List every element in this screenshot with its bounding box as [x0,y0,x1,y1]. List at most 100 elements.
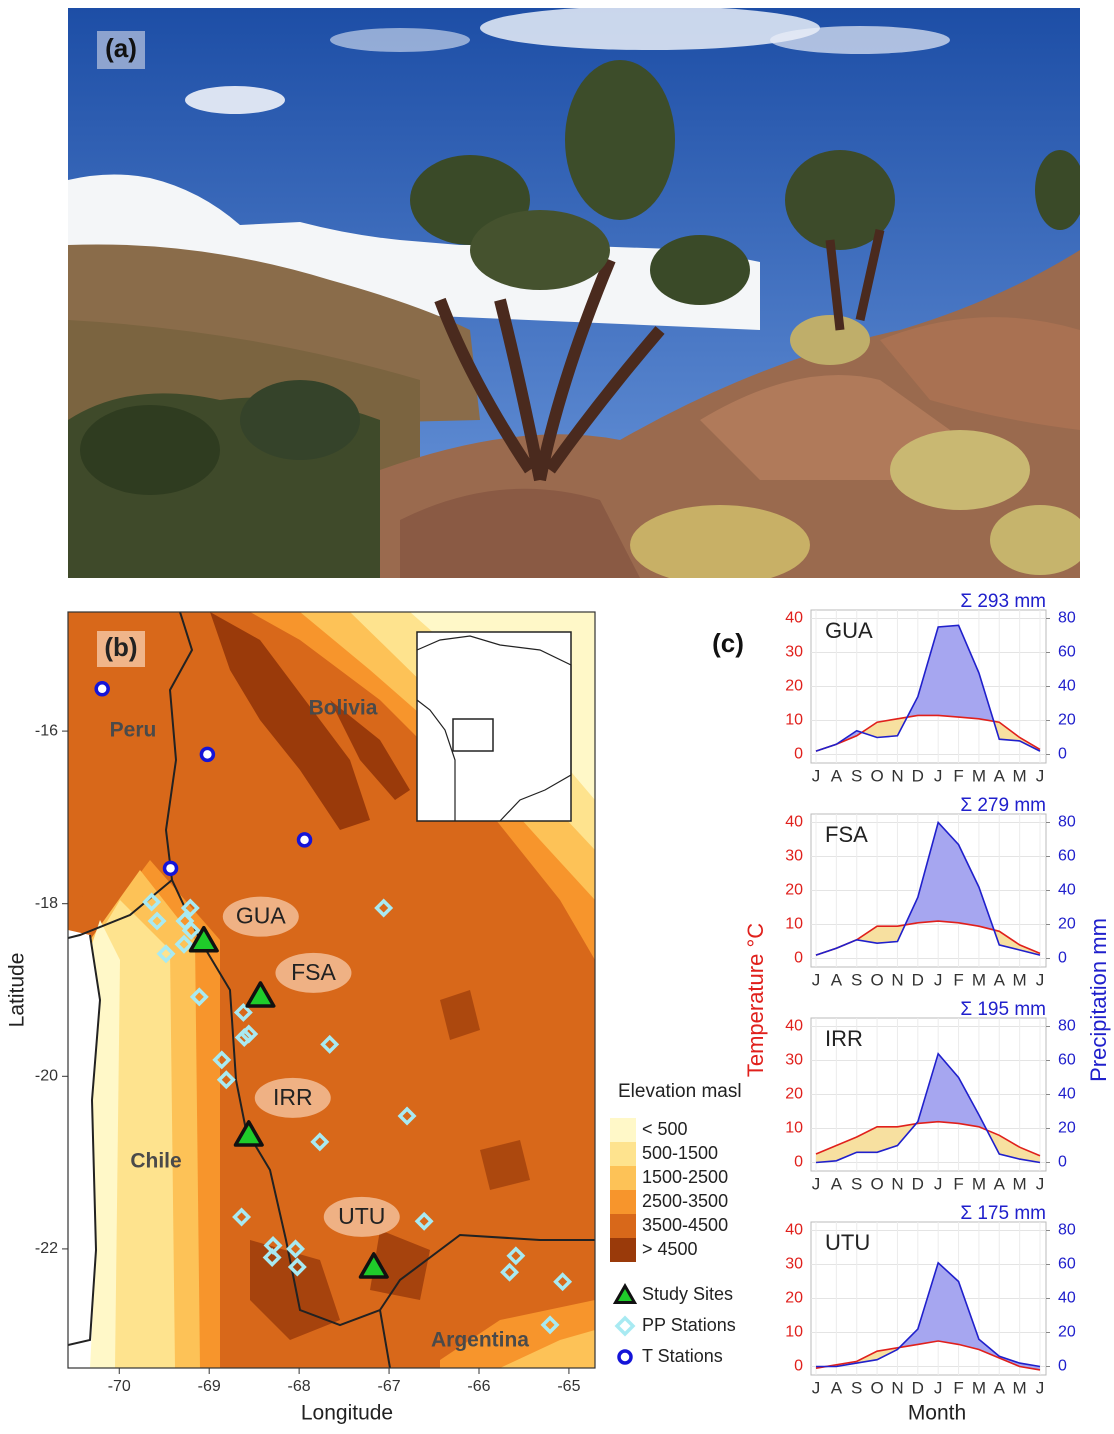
annotation: Σ 293 mm [960,591,1046,612]
y-tick-label: 40 [785,610,803,627]
x-axis-title: Month [908,1402,966,1425]
photo [68,8,1080,578]
y-tick-label: 0 [794,1358,803,1375]
y-tick-label: 20 [785,882,803,899]
legend-label: > 4500 [642,1239,698,1259]
annotation: Σ 175 mm [960,1203,1046,1224]
y-axis-title: Latitude [6,953,29,1028]
x-tick-label: J [934,970,943,989]
y-tick-label: 0 [794,1154,803,1171]
x-tick-label: M [972,1174,986,1193]
y-tick-label: 40 [785,1018,803,1035]
legend-label: 500-1500 [642,1143,718,1163]
y2-tick-label: 0 [1058,950,1067,967]
y2-tick-label: 80 [1058,1222,1076,1239]
legend-title: Elevation masl [618,1081,742,1102]
pp-station [181,920,201,940]
x-tick-label: -70 [108,1378,131,1395]
y2-tick-label: 60 [1058,1256,1076,1273]
y-tick-label: 10 [785,712,803,729]
y-tick-label: -18 [35,895,58,912]
legend-swatch [610,1118,636,1142]
y-tick-label: 30 [785,1052,803,1069]
pp-station [233,1002,253,1022]
t-station [296,832,313,848]
y2-tick-label: 80 [1058,610,1076,627]
x-tick-label: J [934,766,943,785]
site-label-bg [254,1077,331,1118]
pp-station [397,1106,417,1126]
legend-swatch [610,1142,636,1166]
y2-tick-label: 60 [1058,1052,1076,1069]
annotation: Σ 195 mm [960,999,1046,1020]
y-tick-label: -16 [35,722,58,739]
map-frame [67,611,596,1369]
x-tick-label: S [851,766,862,785]
panel-label-bg [97,631,145,667]
x-tick-label: M [972,1378,986,1397]
x-tick-label: S [851,1378,862,1397]
pp-station [540,1315,560,1335]
legend-label: 2500-3500 [642,1191,728,1211]
x-tick-label: O [870,970,883,989]
site-label: UTU [338,1203,385,1229]
x-tick-label: J [1036,1174,1045,1193]
temperature-line [815,1120,1041,1157]
site-label: FSA [291,959,336,985]
temperature-line [815,714,1041,752]
y-tick-label: 40 [785,1222,803,1239]
x-tick-label: J [934,1378,943,1397]
legend-label: T Stations [642,1346,723,1366]
study-site [188,925,219,953]
x-tick-label: A [831,766,843,785]
y-tick-label: 30 [785,1256,803,1273]
study-site [245,981,276,1008]
x-tick-label: -65 [557,1378,580,1395]
site-label-bg [275,952,352,993]
x-tick-label: F [953,970,963,989]
x-tick-label: D [912,970,924,989]
y-tick-label: -20 [35,1068,58,1085]
t-station [94,681,110,697]
x-tick-label: M [1013,1378,1027,1397]
x-tick-label: J [812,1378,821,1397]
x-tick-label: S [851,970,862,989]
x-tick-label: F [953,766,963,785]
y2-tick-label: 60 [1058,848,1076,865]
x-tick-label: M [972,766,986,785]
legend-swatch [610,1166,636,1190]
x-tick-label: M [1013,1174,1027,1193]
study-site [233,1120,264,1147]
x-tick-label: A [831,1174,843,1193]
x-tick-label: A [831,970,843,989]
pp-station [174,934,194,954]
site-label: IRR [273,1084,313,1110]
t-station [162,860,179,877]
legend-marker [617,1349,633,1365]
pp-station [212,1050,232,1070]
y2-tick-label: 40 [1058,1086,1076,1103]
x-tick-label: J [812,1174,821,1193]
y2-tick-label: 20 [1058,712,1076,729]
country-label: Chile [130,1150,181,1173]
x-tick-label: J [812,970,821,989]
y2-tick-label: 0 [1058,1358,1067,1375]
pp-station [374,898,394,918]
x-tick-label: J [934,1174,943,1193]
y2-tick-label: 80 [1058,1018,1076,1035]
x-tick-label: D [912,1174,924,1193]
y2-axis-title: Precipitation mm [1086,918,1111,1082]
legend-label: 1500-2500 [642,1167,728,1187]
legend-swatch [610,1190,636,1214]
x-tick-label: M [1013,970,1027,989]
pp-station [262,1248,282,1268]
y2-tick-label: 20 [1058,916,1076,933]
y-tick-label: 0 [794,950,803,967]
t-station [199,746,216,763]
x-tick-label: D [912,1378,924,1397]
pp-station [147,911,167,931]
precip-surplus-fill [816,1262,1040,1370]
x-tick-label: -67 [377,1378,400,1395]
pp-station [553,1272,573,1292]
